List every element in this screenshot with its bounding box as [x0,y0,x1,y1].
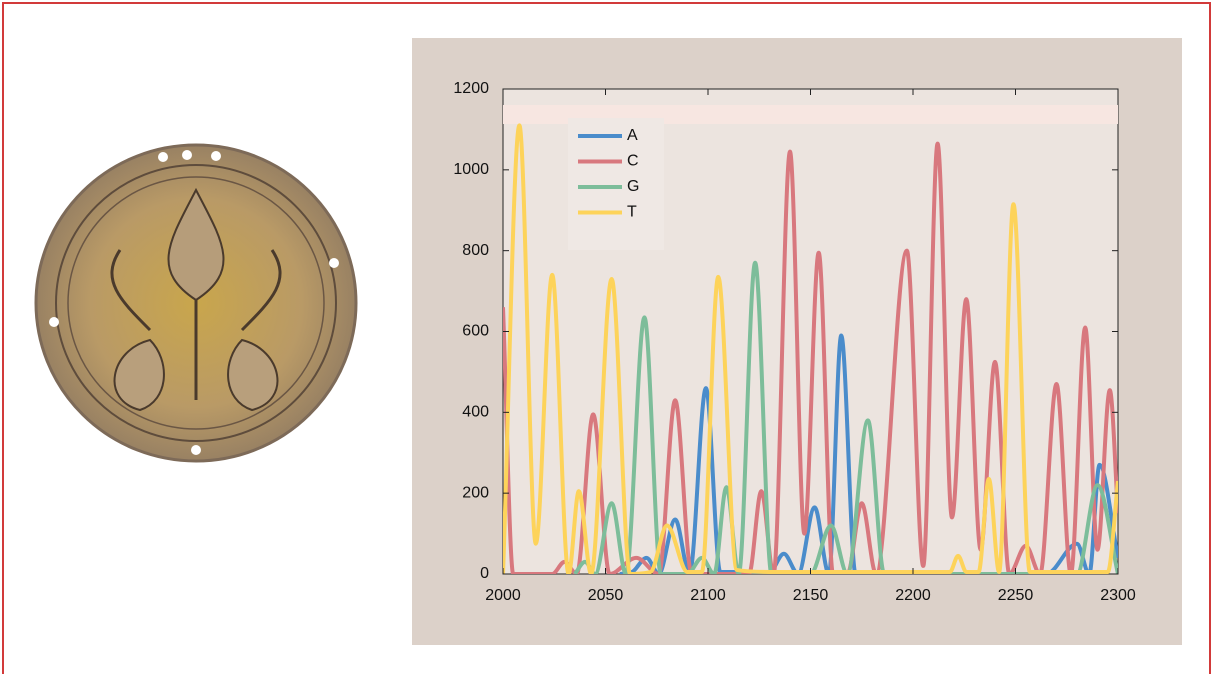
x-tick-label: 2150 [793,587,829,604]
y-tick-label: 1000 [453,161,489,178]
page: 0 200 400 600 800 1000 1200 2000 2050 2100 2150 220… [0,0,1214,674]
x-tick-label: 2000 [485,587,521,604]
x-tick-label: 2050 [588,587,624,604]
legend-label: T [627,204,637,221]
legend-label: C [627,153,639,170]
y-tick-label: 400 [462,404,489,421]
y-tick-label: 200 [462,484,489,501]
x-tick-label: 2200 [895,587,931,604]
artifact-image [36,145,356,461]
legend-label: G [627,178,639,195]
x-tick-label: 2100 [690,587,726,604]
legend-label: A [627,127,638,144]
x-tick-label: 2250 [998,587,1034,604]
y-tick-label: 800 [462,242,489,259]
y-tick-label: 600 [462,323,489,340]
y-tick-label: 0 [480,565,489,582]
x-tick-label: 2300 [1100,587,1136,604]
y-tick-label: 1200 [453,80,489,97]
